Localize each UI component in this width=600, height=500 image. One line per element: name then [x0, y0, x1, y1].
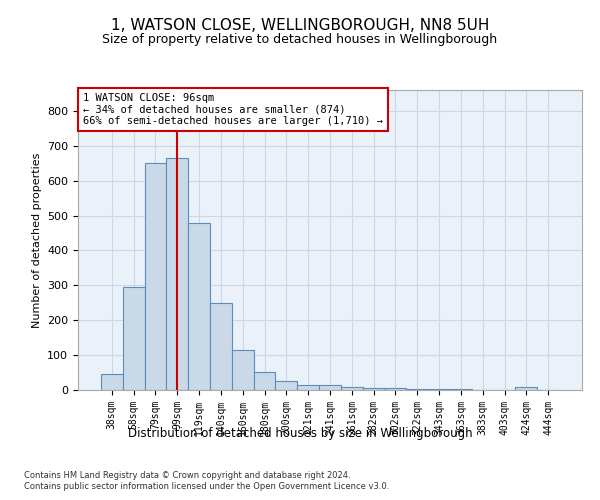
- Text: Size of property relative to detached houses in Wellingborough: Size of property relative to detached ho…: [103, 32, 497, 46]
- Bar: [101, 374, 123, 390]
- Y-axis label: Number of detached properties: Number of detached properties: [32, 152, 41, 328]
- Bar: [210, 304, 232, 390]
- Bar: [319, 386, 341, 390]
- Bar: [232, 350, 254, 390]
- Bar: [406, 389, 428, 390]
- Bar: [341, 387, 363, 390]
- Bar: [188, 224, 210, 390]
- Bar: [275, 382, 297, 390]
- Text: 1, WATSON CLOSE, WELLINGBOROUGH, NN8 5UH: 1, WATSON CLOSE, WELLINGBOROUGH, NN8 5UH: [111, 18, 489, 32]
- Text: Contains public sector information licensed under the Open Government Licence v3: Contains public sector information licen…: [24, 482, 389, 491]
- Text: Distribution of detached houses by size in Wellingborough: Distribution of detached houses by size …: [128, 428, 472, 440]
- Bar: [145, 164, 166, 390]
- Bar: [166, 158, 188, 390]
- Bar: [254, 372, 275, 390]
- Text: Contains HM Land Registry data © Crown copyright and database right 2024.: Contains HM Land Registry data © Crown c…: [24, 471, 350, 480]
- Bar: [123, 287, 145, 390]
- Bar: [363, 388, 385, 390]
- Bar: [515, 387, 537, 390]
- Bar: [385, 388, 406, 390]
- Text: 1 WATSON CLOSE: 96sqm
← 34% of detached houses are smaller (874)
66% of semi-det: 1 WATSON CLOSE: 96sqm ← 34% of detached …: [83, 93, 383, 126]
- Bar: [297, 385, 319, 390]
